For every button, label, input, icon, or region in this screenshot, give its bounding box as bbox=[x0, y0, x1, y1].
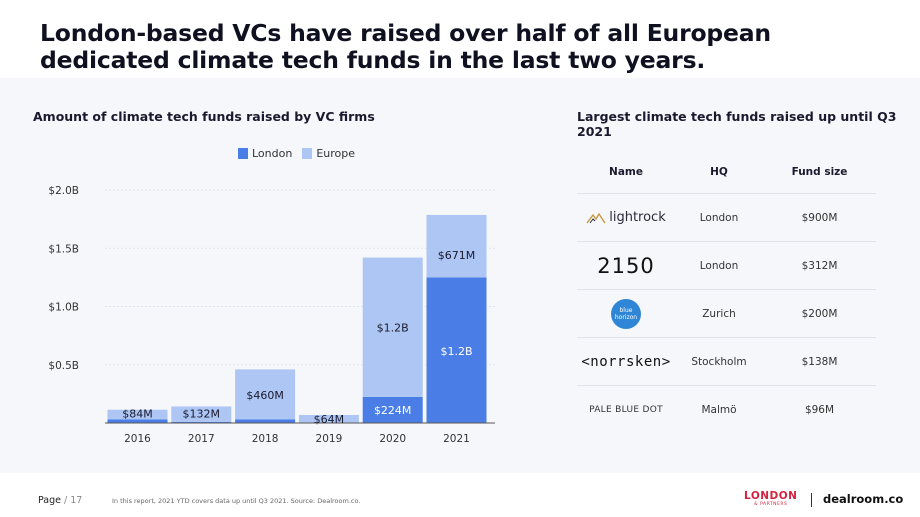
table-row: 2150 London $312M bbox=[577, 242, 876, 290]
2150-logo-text: 2150 bbox=[597, 253, 655, 278]
bar-london-2020 bbox=[362, 396, 423, 423]
blue-horizon-logo: blue horizon bbox=[577, 298, 675, 329]
bar-london-2017 bbox=[171, 421, 232, 423]
lightrock-logo: lightrock bbox=[577, 210, 675, 225]
lightrock-logo-text: lightrock bbox=[609, 210, 666, 225]
bar-europe-2018 bbox=[235, 369, 296, 420]
pale-blue-dot-logo-text: PALE BLUE DOT bbox=[589, 405, 663, 415]
norrsken-logo-text: <norrsken> bbox=[581, 353, 671, 370]
row-fund-size: $200M bbox=[801, 307, 838, 320]
bar-europe-2020 bbox=[362, 257, 423, 397]
row-hq: Zurich bbox=[702, 307, 736, 320]
legend-item-london: London bbox=[238, 147, 292, 160]
london-logo-subtext: & PARTNERS bbox=[754, 502, 788, 507]
page-title: London-based VCs have raised over half o… bbox=[40, 19, 771, 74]
bar-london-2016 bbox=[107, 419, 168, 423]
y-tick-label: $0.5B bbox=[48, 360, 79, 372]
page-count: / 17 bbox=[64, 495, 83, 506]
data-label: $64M bbox=[314, 413, 345, 426]
bar-london-2018 bbox=[235, 419, 296, 423]
table-title: Largest climate tech funds raised up unt… bbox=[577, 109, 897, 139]
data-label: $1.2B bbox=[440, 345, 472, 358]
data-label: $132M bbox=[183, 408, 221, 421]
row-hq: Malmö bbox=[701, 404, 737, 416]
bar-europe-2021 bbox=[426, 214, 487, 278]
data-label: $1.2B bbox=[377, 321, 409, 334]
2150-logo: 2150 bbox=[577, 254, 675, 278]
footer-note: In this report, 2021 YTD covers data up … bbox=[112, 497, 361, 505]
x-tick-label: 2018 bbox=[252, 433, 279, 445]
blue-horizon-logo-text: blue horizon bbox=[611, 298, 641, 329]
legend-label-london: London bbox=[252, 147, 293, 160]
table-row: lightrock London $900M bbox=[577, 194, 876, 242]
table-header-row: Name HQ Fund size bbox=[577, 150, 876, 194]
legend-swatch-london bbox=[238, 148, 248, 159]
row-fund-size: $312M bbox=[801, 259, 838, 272]
x-tick-label: 2019 bbox=[316, 433, 343, 445]
header-fund-size: Fund size bbox=[791, 165, 848, 178]
data-label: $224M bbox=[374, 404, 412, 417]
legend-item-europe: Europe bbox=[302, 147, 355, 160]
dealroom-logo: dealroom.co bbox=[823, 492, 904, 506]
london-logo-text: LONDON bbox=[744, 490, 798, 502]
data-label: $460M bbox=[246, 389, 284, 402]
row-hq: London bbox=[699, 259, 739, 272]
page-number: Page / 17 bbox=[38, 495, 82, 506]
chart-title: Amount of climate tech funds raised by V… bbox=[33, 109, 375, 124]
y-tick-label: $1.0B bbox=[48, 302, 79, 314]
bar-europe-2016 bbox=[107, 409, 168, 420]
header-hq: HQ bbox=[710, 165, 728, 178]
header-name: Name bbox=[609, 165, 643, 178]
mountain-icon bbox=[586, 212, 606, 223]
page-label: Page bbox=[38, 495, 61, 506]
row-hq: London bbox=[699, 211, 739, 224]
footer-divider bbox=[811, 493, 812, 507]
row-fund-size: $96M bbox=[804, 404, 835, 416]
table-row: <norrsken> Stockholm $138M bbox=[577, 338, 876, 386]
y-tick-label: $1.5B bbox=[48, 243, 79, 255]
x-tick-label: 2017 bbox=[188, 433, 215, 445]
x-tick-label: 2021 bbox=[443, 433, 470, 445]
data-label: $84M bbox=[122, 408, 153, 421]
x-tick-label: 2016 bbox=[124, 433, 151, 445]
bar-europe-2017 bbox=[171, 406, 232, 422]
table-row: blue horizon Zurich $200M bbox=[577, 290, 876, 338]
legend-swatch-europe bbox=[302, 148, 313, 159]
data-label: $671M bbox=[438, 249, 476, 262]
london-partners-logo: LONDON & PARTNERS bbox=[744, 490, 797, 507]
x-tick-label: 2020 bbox=[379, 433, 406, 445]
row-fund-size: $900M bbox=[801, 211, 838, 224]
row-fund-size: $138M bbox=[801, 355, 838, 368]
bar-london-2021 bbox=[426, 277, 487, 423]
norrsken-logo: <norrsken> bbox=[577, 354, 675, 370]
chart-legend: London Europe bbox=[238, 147, 355, 160]
y-tick-label: $2.0B bbox=[48, 185, 79, 197]
row-hq: Stockholm bbox=[691, 355, 747, 368]
fund-table: Name HQ Fund size lightrock London $900M… bbox=[577, 150, 876, 434]
bar-europe-2019 bbox=[298, 414, 359, 423]
legend-label-europe: Europe bbox=[316, 147, 356, 160]
pale-blue-dot-logo: PALE BLUE DOT bbox=[577, 405, 675, 415]
table-row: PALE BLUE DOT Malmö $96M bbox=[577, 386, 876, 434]
